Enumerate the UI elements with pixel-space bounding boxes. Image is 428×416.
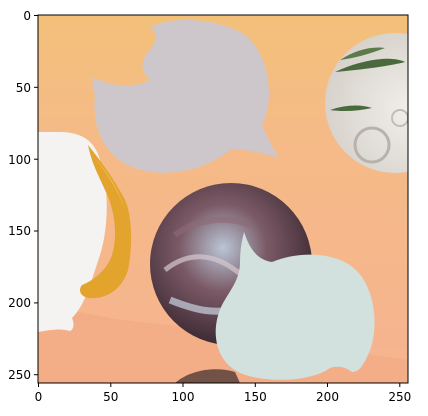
x-axis: 0 50 100 150 200 250 <box>35 383 411 404</box>
x-tick-label: 200 <box>316 390 339 404</box>
leaf-1 <box>335 58 405 72</box>
white-blob-with-gold <box>38 132 132 332</box>
x-tick-label: 250 <box>388 390 411 404</box>
y-axis: 0 50 100 150 200 250 <box>8 9 38 382</box>
leaf-2 <box>340 47 385 60</box>
y-tick-label: 50 <box>16 81 31 95</box>
grey-blob <box>92 19 278 173</box>
y-tick-label: 200 <box>8 296 31 310</box>
y-tick-label: 150 <box>8 224 31 238</box>
leaf-3 <box>330 105 372 112</box>
x-tick-label: 100 <box>172 390 195 404</box>
y-tick-label: 0 <box>23 9 31 23</box>
x-tick-label: 0 <box>35 390 43 404</box>
x-tick-label: 50 <box>103 390 118 404</box>
pale-blue-blob <box>215 232 375 380</box>
y-tick-label: 250 <box>8 368 31 382</box>
y-tick-label: 100 <box>8 153 31 167</box>
image-area <box>38 15 408 383</box>
gold-shape <box>80 145 132 299</box>
axes-frame <box>37 14 409 384</box>
plant-photo-circle <box>325 33 408 173</box>
bottom-shadow <box>175 369 240 383</box>
x-tick-label: 150 <box>244 390 267 404</box>
glass-object <box>353 126 391 164</box>
